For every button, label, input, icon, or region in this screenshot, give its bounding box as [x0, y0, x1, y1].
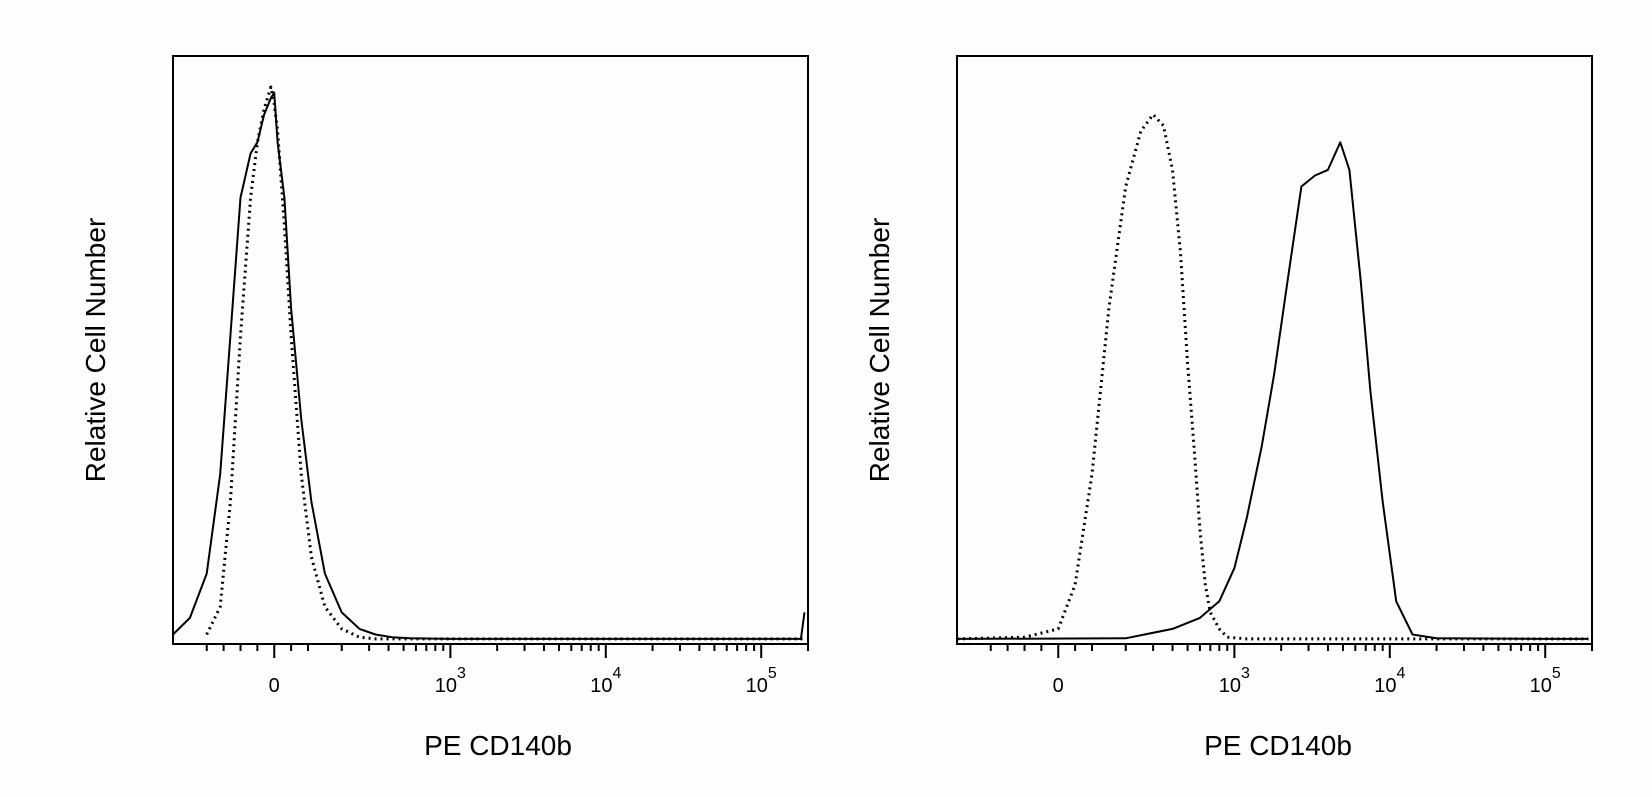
x-axis-ticks	[989, 644, 1593, 658]
histogram-series	[956, 113, 1589, 641]
x-tick-label: 0	[269, 675, 280, 697]
plot-frame	[956, 55, 1593, 645]
solid-histogram-line	[956, 141, 1589, 640]
solid-histogram-line	[172, 91, 806, 640]
x-axis-ticks	[205, 644, 809, 658]
y-axis-label: Relative Cell Number	[80, 218, 111, 483]
y-axis-label: Relative Cell Number	[864, 218, 895, 483]
x-axis-label: PE CD140b	[1204, 730, 1352, 761]
dotted-histogram-line	[205, 85, 805, 641]
x-axis-label: PE CD140b	[424, 730, 572, 761]
histogram-series	[172, 85, 806, 641]
x-tick-label: 0	[1053, 675, 1064, 697]
dotted-histogram-line	[956, 113, 1589, 641]
plot-frame	[172, 55, 809, 645]
